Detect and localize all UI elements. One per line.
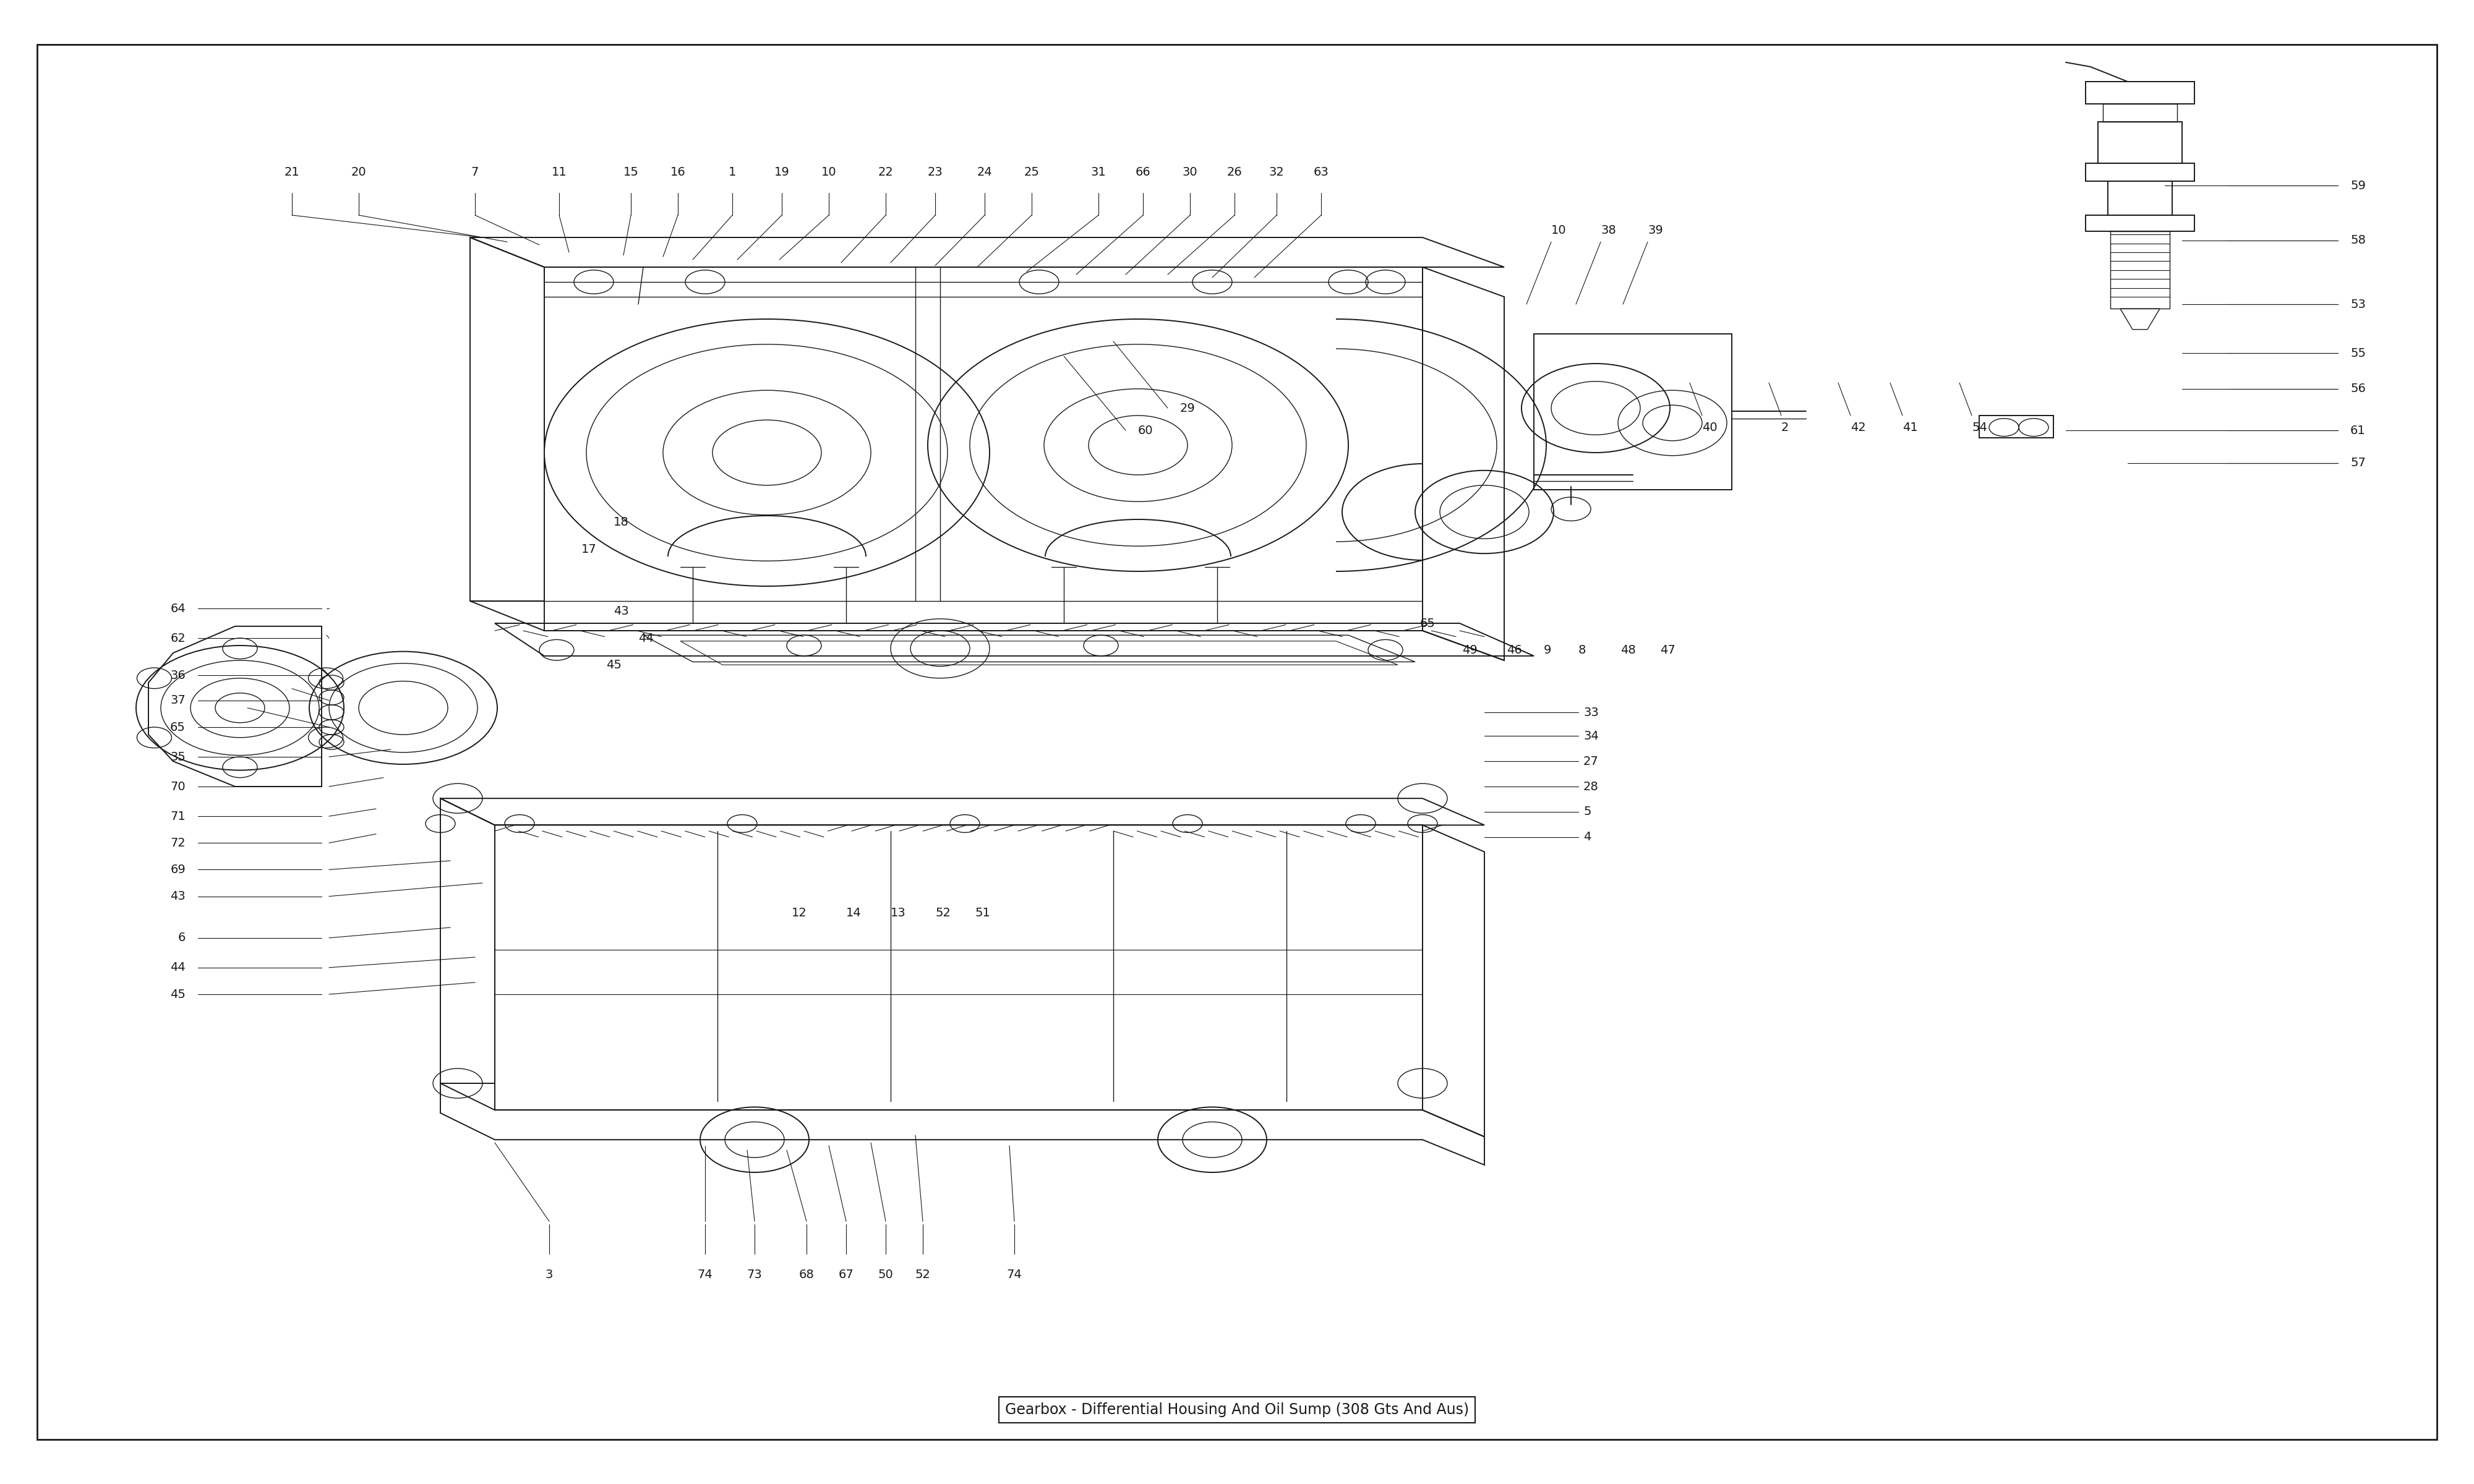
- Text: 67: 67: [839, 1269, 854, 1281]
- Text: 74: 74: [1007, 1269, 1022, 1281]
- Text: 10: 10: [821, 166, 836, 178]
- Text: 30: 30: [1183, 166, 1197, 178]
- Text: 44: 44: [638, 632, 653, 644]
- Text: 40: 40: [1702, 421, 1717, 433]
- Text: 53: 53: [2350, 298, 2365, 310]
- Text: 66: 66: [1136, 166, 1150, 178]
- Text: 37: 37: [171, 695, 186, 706]
- Text: 64: 64: [171, 603, 186, 614]
- Text: 6: 6: [178, 932, 186, 944]
- Text: 65: 65: [171, 721, 186, 733]
- Text: 27: 27: [1583, 755, 1598, 767]
- Text: 13: 13: [891, 907, 905, 919]
- Text: 14: 14: [846, 907, 861, 919]
- Text: 33: 33: [1583, 706, 1598, 718]
- Text: 57: 57: [2350, 457, 2365, 469]
- Text: 1: 1: [727, 166, 737, 178]
- Text: 68: 68: [799, 1269, 814, 1281]
- Text: 59: 59: [2350, 180, 2365, 191]
- Text: 25: 25: [1024, 166, 1039, 178]
- Text: 55: 55: [2350, 347, 2365, 359]
- Text: 65: 65: [1420, 617, 1435, 629]
- Text: 51: 51: [975, 907, 990, 919]
- Text: 46: 46: [1507, 644, 1522, 656]
- Text: 10: 10: [1551, 224, 1566, 236]
- Text: 62: 62: [171, 632, 186, 644]
- Text: 69: 69: [171, 864, 186, 876]
- Text: 70: 70: [171, 781, 186, 792]
- Text: Gearbox - Differential Housing And Oil Sump (308 Gts And Aus): Gearbox - Differential Housing And Oil S…: [1004, 1402, 1470, 1417]
- Text: 49: 49: [1462, 644, 1477, 656]
- Text: 44: 44: [171, 962, 186, 974]
- Text: 48: 48: [1620, 644, 1635, 656]
- Text: 4: 4: [1583, 831, 1591, 843]
- Text: 19: 19: [774, 166, 789, 178]
- Text: 74: 74: [698, 1269, 713, 1281]
- Text: 42: 42: [1851, 421, 1865, 433]
- Text: 52: 52: [935, 907, 950, 919]
- Text: 41: 41: [1903, 421, 1917, 433]
- Text: 56: 56: [2350, 383, 2365, 395]
- Text: 2: 2: [1781, 421, 1789, 433]
- Text: 72: 72: [171, 837, 186, 849]
- Text: 20: 20: [351, 166, 366, 178]
- Text: 43: 43: [171, 890, 186, 902]
- Text: 39: 39: [1648, 224, 1663, 236]
- Text: 45: 45: [171, 988, 186, 1000]
- Text: 23: 23: [928, 166, 943, 178]
- Text: 3: 3: [544, 1269, 554, 1281]
- Text: 34: 34: [1583, 730, 1598, 742]
- Text: 61: 61: [2350, 424, 2365, 436]
- Text: 54: 54: [1972, 421, 1987, 433]
- Text: 29: 29: [1180, 402, 1195, 414]
- Text: 60: 60: [1138, 424, 1153, 436]
- Text: 38: 38: [1601, 224, 1616, 236]
- Text: 18: 18: [614, 516, 628, 528]
- Text: 21: 21: [285, 166, 299, 178]
- Text: 11: 11: [552, 166, 567, 178]
- Text: 8: 8: [1578, 644, 1586, 656]
- Text: 15: 15: [623, 166, 638, 178]
- Text: 50: 50: [878, 1269, 893, 1281]
- Text: 52: 52: [915, 1269, 930, 1281]
- Text: 35: 35: [171, 751, 186, 763]
- Text: 31: 31: [1091, 166, 1106, 178]
- Text: 71: 71: [171, 810, 186, 822]
- Text: 7: 7: [470, 166, 480, 178]
- Text: 16: 16: [670, 166, 685, 178]
- Text: 24: 24: [977, 166, 992, 178]
- Text: 73: 73: [747, 1269, 762, 1281]
- Text: 28: 28: [1583, 781, 1598, 792]
- Text: 26: 26: [1227, 166, 1242, 178]
- Text: 22: 22: [878, 166, 893, 178]
- Text: 17: 17: [581, 543, 596, 555]
- Text: 63: 63: [1314, 166, 1329, 178]
- Text: 58: 58: [2350, 234, 2365, 246]
- Text: 12: 12: [792, 907, 807, 919]
- Text: 45: 45: [606, 659, 621, 671]
- Text: 36: 36: [171, 669, 186, 681]
- Text: 32: 32: [1269, 166, 1284, 178]
- Text: 47: 47: [1660, 644, 1675, 656]
- Text: 5: 5: [1583, 806, 1591, 818]
- Text: 9: 9: [1544, 644, 1551, 656]
- Text: 43: 43: [614, 605, 628, 617]
